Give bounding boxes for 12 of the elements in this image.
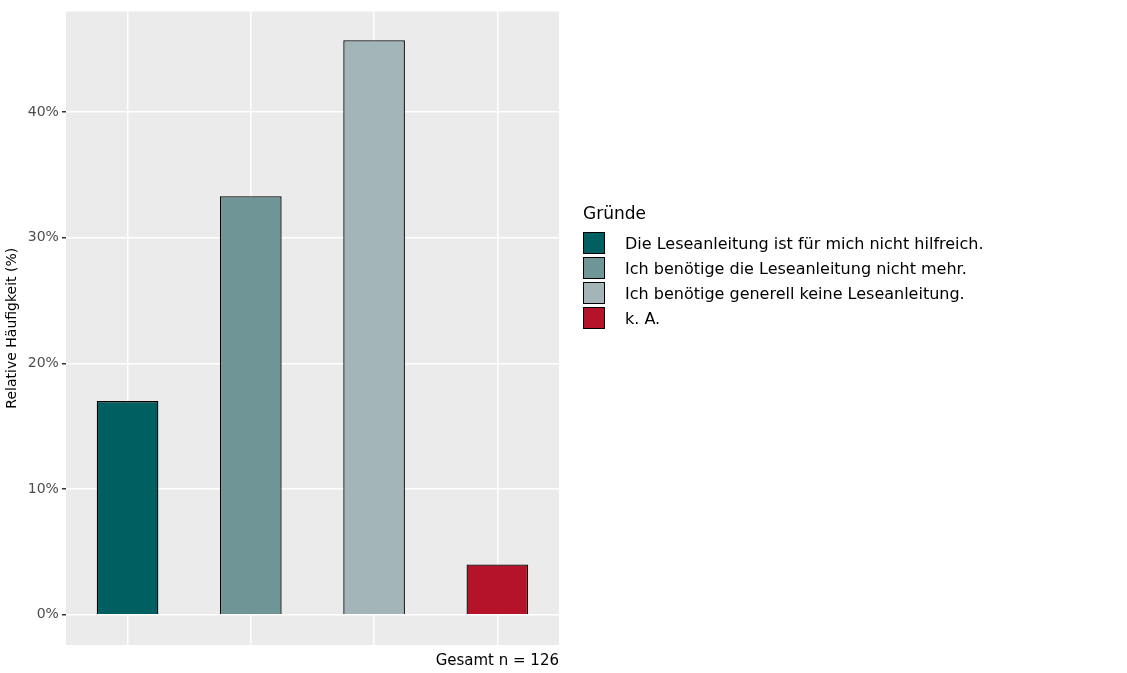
y-tick-label: 10% xyxy=(27,479,59,496)
y-tick-label: 0% xyxy=(36,605,59,622)
y-tick-label: 40% xyxy=(27,102,59,119)
text: Gesamt n = 126 xyxy=(435,651,559,670)
y-tick-label: 30% xyxy=(27,228,59,245)
y-axis-title: Relative Häufigkeit (%) xyxy=(3,247,20,409)
y-tick-label: 20% xyxy=(27,354,59,371)
legend-label: Die Leseanleitung ist für mich nicht hilfreich. xyxy=(625,232,984,255)
legend-label: Ich benötige generell keine Leseanleitung. xyxy=(625,282,965,305)
legend-label: Ich benötige die Leseanleitung nicht mehr. xyxy=(625,257,967,280)
legend-title: Gründe xyxy=(583,202,647,223)
legend-label: k. A. xyxy=(625,307,661,330)
